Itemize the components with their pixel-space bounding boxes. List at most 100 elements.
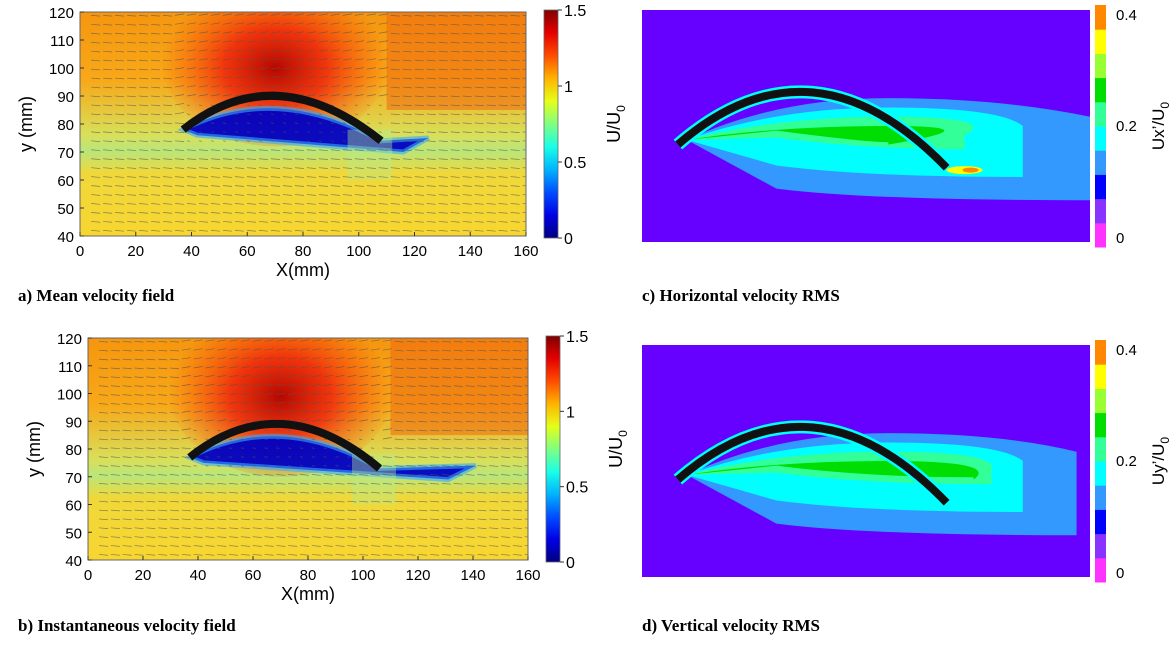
velocity-arrow: [382, 357, 392, 360]
velocity-arrow: [210, 40, 221, 43]
velocity-arrow: [276, 429, 280, 431]
velocity-arrow: [122, 349, 132, 352]
velocity-arrow: [169, 376, 179, 378]
velocity-arrow: [246, 76, 257, 79]
velocity-arrow: [163, 68, 173, 71]
velocity-arrow: [91, 176, 101, 178]
velocity-arrow: [347, 357, 357, 360]
velocity-arrow: [347, 366, 357, 369]
colorbar: 00.511.5U/U0: [545, 329, 630, 572]
velocity-arrow: [122, 500, 132, 503]
velocity-arrow: [240, 392, 250, 395]
velocity-arrow: [453, 438, 463, 441]
velocity-arrow: [510, 23, 520, 26]
velocity-arrow: [323, 536, 333, 538]
velocity-arrow: [335, 500, 345, 503]
velocity-arrow: [486, 95, 496, 98]
velocity-arrow: [264, 339, 274, 342]
x-tick-label: 120: [402, 243, 427, 260]
velocity-arrow: [370, 554, 381, 556]
velocity-arrow: [501, 465, 511, 467]
velocity-arrow: [438, 41, 448, 44]
velocity-arrow: [294, 176, 304, 178]
velocity-arrow: [217, 483, 227, 485]
velocity-arrow: [158, 385, 168, 387]
velocity-arrow: [441, 500, 451, 503]
velocity-arrow: [406, 491, 416, 494]
velocity-arrow: [510, 140, 520, 142]
velocity-arrow: [174, 31, 185, 34]
panel-d: 00.20.4Uy’/U0: [642, 340, 1172, 583]
velocity-arrow: [98, 420, 109, 423]
velocity-arrow: [240, 554, 250, 556]
velocity-arrow: [318, 185, 328, 187]
velocity-arrow: [198, 221, 209, 223]
velocity-arrow: [501, 438, 511, 441]
velocity-arrow: [318, 176, 328, 178]
velocity-arrow: [151, 221, 161, 223]
velocity-arrow: [512, 394, 522, 396]
velocity-arrow: [474, 15, 484, 17]
velocity-arrow: [258, 22, 269, 25]
velocity-arrow: [252, 491, 262, 494]
velocity-arrow: [390, 32, 400, 35]
velocity-arrow: [453, 447, 463, 450]
velocity-arrow: [229, 456, 233, 458]
velocity-arrow: [462, 176, 472, 178]
velocity-arrow: [510, 194, 520, 196]
velocity-arrow: [258, 230, 268, 232]
colorbar: 00.511.5U/U0: [543, 3, 628, 248]
velocity-arrow: [330, 221, 340, 223]
velocity-arrow: [498, 32, 508, 35]
velocity-arrow: [323, 375, 333, 378]
velocity-arrow: [134, 385, 144, 387]
velocity-arrow: [366, 149, 376, 151]
velocity-arrow: [175, 158, 185, 160]
velocity-arrow: [234, 149, 245, 151]
velocity-arrow: [477, 491, 487, 494]
velocity-arrow: [186, 140, 191, 142]
velocity-arrow: [115, 95, 125, 98]
velocity-arrow: [282, 221, 292, 223]
velocity-arrow: [110, 465, 120, 467]
velocity-arrow: [122, 447, 132, 450]
colorbar-label-sub: 0: [616, 430, 630, 437]
velocity-arrow: [306, 140, 310, 142]
x-tick-label: 0: [84, 567, 92, 584]
velocity-arrow: [489, 483, 499, 485]
obstacle-arc: [180, 91, 384, 144]
velocity-arrow: [110, 358, 120, 361]
velocity-arrow: [430, 536, 440, 538]
velocity-arrow: [450, 86, 460, 89]
velocity-arrow: [378, 158, 388, 160]
velocity-arrow: [306, 13, 316, 16]
velocity-arrow: [406, 474, 416, 476]
velocity-arrow: [414, 113, 424, 116]
velocity-arrow: [486, 167, 496, 169]
velocity-arrow: [175, 140, 185, 142]
velocity-arrow: [414, 158, 424, 160]
colorbar-gradient: [545, 335, 561, 563]
velocity-arrow: [462, 203, 472, 205]
velocity-arrow: [110, 420, 120, 423]
velocity-arrow: [91, 149, 101, 151]
velocity-arrow: [146, 545, 156, 547]
y-axis-label: y (mm): [24, 421, 44, 477]
velocity-arrow: [394, 394, 404, 396]
velocity-arrow: [402, 41, 412, 44]
velocity-arrow: [234, 113, 239, 115]
velocity-arrow: [210, 49, 221, 52]
x-tick-label: 80: [300, 567, 317, 584]
velocity-arrow: [294, 185, 304, 187]
velocity-arrow: [402, 185, 412, 187]
velocity-arrow: [198, 31, 209, 34]
velocity-arrow: [103, 221, 113, 223]
velocity-arrow: [222, 22, 233, 25]
velocity-arrow: [390, 86, 400, 89]
velocity-arrow: [462, 50, 472, 53]
velocity-arrow: [510, 149, 520, 151]
velocity-arrow: [450, 212, 460, 214]
velocity-arrow: [394, 509, 404, 512]
x-tick-label: 0: [76, 243, 84, 260]
velocity-arrow: [382, 401, 392, 404]
